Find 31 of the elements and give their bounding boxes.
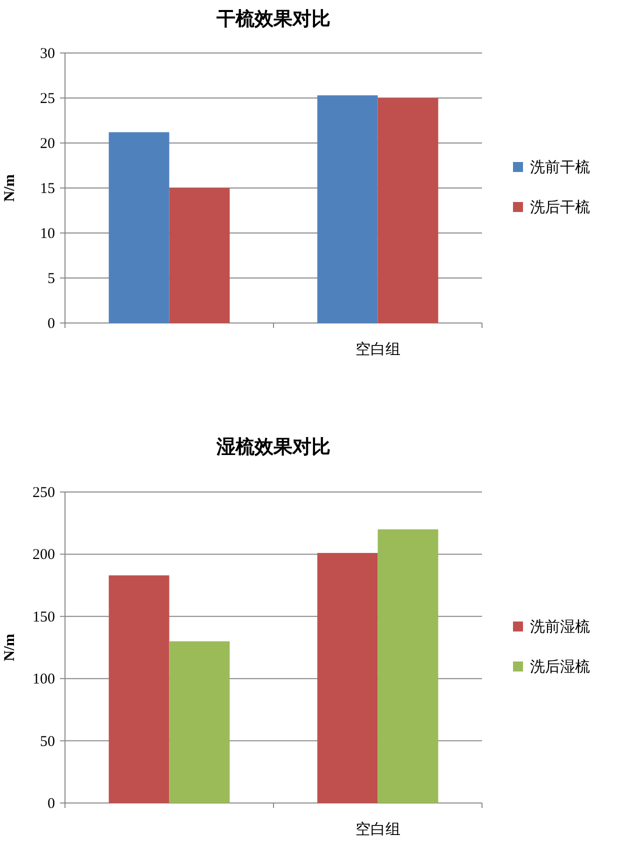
y-tick-label: 150 bbox=[32, 609, 55, 626]
y-tick-label: 0 bbox=[48, 316, 55, 332]
y-tick-label: 250 bbox=[32, 485, 55, 501]
x-tick-label: 空白组 bbox=[355, 341, 400, 358]
y-tick-label: 200 bbox=[32, 547, 55, 564]
legend-label: 洗前干梳 bbox=[530, 159, 590, 176]
bar bbox=[169, 188, 230, 323]
x-tick-label: 空白组 bbox=[355, 821, 400, 838]
legend-label: 洗后湿梳 bbox=[530, 658, 590, 676]
y-tick-label: 25 bbox=[40, 91, 55, 107]
bar bbox=[169, 641, 230, 803]
y-tick-label: 10 bbox=[40, 226, 55, 242]
y-tick-label: 0 bbox=[48, 796, 55, 812]
y-axis-title: N/m bbox=[2, 174, 18, 202]
y-tick-label: 15 bbox=[40, 181, 55, 197]
legend-label: 洗后干梳 bbox=[530, 199, 590, 216]
chart-title: 干梳效果对比 bbox=[216, 8, 330, 30]
bar bbox=[108, 132, 170, 323]
y-axis-title: N/m bbox=[2, 633, 18, 662]
bar bbox=[378, 529, 438, 803]
y-tick-label: 5 bbox=[48, 271, 55, 287]
legend-label: 洗前湿梳 bbox=[530, 618, 590, 636]
bar bbox=[317, 552, 378, 803]
bar bbox=[108, 575, 170, 803]
y-tick-label: 50 bbox=[40, 734, 55, 750]
y-tick-label: 30 bbox=[40, 46, 55, 62]
y-tick-label: 20 bbox=[40, 136, 55, 152]
bar bbox=[378, 98, 438, 323]
chart-title: 湿梳效果对比 bbox=[216, 436, 330, 458]
y-tick-label: 100 bbox=[32, 672, 55, 688]
bar bbox=[317, 95, 378, 323]
